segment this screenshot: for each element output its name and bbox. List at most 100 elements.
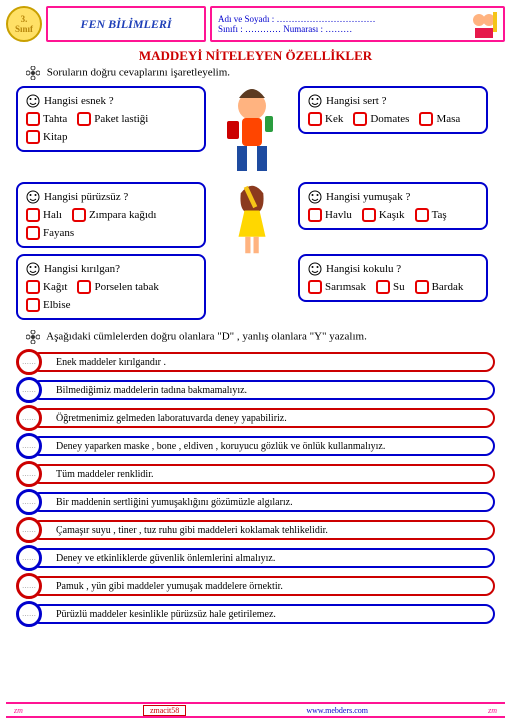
option[interactable]: Kağıt — [26, 280, 67, 294]
option[interactable]: Sarımsak — [308, 280, 366, 294]
true-false-list: Enek maddeler kırılgandır . …… Bilmediği… — [16, 350, 495, 626]
checkbox-icon[interactable] — [72, 208, 86, 222]
tf-answer-circle[interactable]: …… — [16, 377, 42, 403]
tf-text: Pamuk , yün gibi maddeler yumuşak maddel… — [56, 581, 283, 592]
checkbox-icon[interactable] — [26, 112, 40, 126]
option[interactable]: Havlu — [308, 208, 352, 222]
tf-item: Bir maddenin sertliğini yumuşaklığını gö… — [16, 490, 495, 514]
smiley-icon — [26, 94, 40, 108]
smiley-icon — [308, 94, 322, 108]
checkbox-icon[interactable] — [26, 298, 40, 312]
option[interactable]: Taş — [415, 208, 447, 222]
tf-item: Tüm maddeler renklidir. …… — [16, 462, 495, 486]
tf-item: Enek maddeler kırılgandır . …… — [16, 350, 495, 374]
checkbox-icon[interactable] — [77, 112, 91, 126]
checkbox-icon[interactable] — [376, 280, 390, 294]
checkbox-icon[interactable] — [353, 112, 367, 126]
option[interactable]: Masa — [419, 112, 460, 126]
tf-answer-circle[interactable]: …… — [16, 433, 42, 459]
tf-item: Deney ve etkinliklerde güvenlik önlemler… — [16, 546, 495, 570]
tf-bar: Deney ve etkinliklerde güvenlik önlemler… — [30, 548, 495, 568]
option[interactable]: Kek — [308, 112, 343, 126]
checkbox-icon[interactable] — [26, 208, 40, 222]
option[interactable]: Bardak — [415, 280, 464, 294]
girl-icon — [217, 182, 287, 272]
boy-image — [212, 86, 292, 176]
question-box-5: Hangisi kırılgan? Kağıt Porselen tabak E… — [16, 254, 206, 320]
tf-item: Pürüzlü maddeler kesinlikle pürüzsüz hal… — [16, 602, 495, 626]
checkbox-icon[interactable] — [26, 280, 40, 294]
question-box-1: Hangisi esnek ? Tahta Paket lastiği Kita… — [16, 86, 206, 152]
class-line: Sınıfı : ………… Numarası : ……… — [218, 24, 497, 34]
subject-box: FEN BİLİMLERİ — [46, 6, 206, 42]
footer: zm zmacit58 www.mebders.com zm — [6, 702, 505, 718]
option[interactable]: Fayans — [26, 226, 74, 240]
tf-bar: Pamuk , yün gibi maddeler yumuşak maddel… — [30, 576, 495, 596]
checkbox-icon[interactable] — [415, 280, 429, 294]
tf-answer-circle[interactable]: …… — [16, 517, 42, 543]
worksheet-title: MADDEYİ NİTELEYEN ÖZELLİKLER — [6, 48, 505, 64]
smiley-icon — [26, 190, 40, 204]
checkbox-icon[interactable] — [362, 208, 376, 222]
tf-bar: Tüm maddeler renklidir. — [30, 464, 495, 484]
boy-icon — [217, 86, 287, 176]
grade-label: Sınıf — [15, 24, 33, 34]
tf-text: Deney ve etkinliklerde güvenlik önlemler… — [56, 553, 275, 564]
tf-answer-circle[interactable]: …… — [16, 461, 42, 487]
option[interactable]: Elbise — [26, 298, 71, 312]
tf-answer-circle[interactable]: …… — [16, 489, 42, 515]
checkbox-icon[interactable] — [308, 280, 322, 294]
tf-answer-circle[interactable]: …… — [16, 545, 42, 571]
tf-item: Deney yaparken maske , bone , eldiven , … — [16, 434, 495, 458]
tf-bar: Öğretmenimiz gelmeden laboratuvarda dene… — [30, 408, 495, 428]
option[interactable]: Paket lastiği — [77, 112, 148, 126]
tf-text: Bir maddenin sertliğini yumuşaklığını gö… — [56, 497, 293, 508]
option[interactable]: Kaşık — [362, 208, 405, 222]
tf-answer-circle[interactable]: …… — [16, 601, 42, 627]
signature-right: zm — [488, 706, 497, 715]
smiley-icon — [26, 262, 40, 276]
checkbox-icon[interactable] — [419, 112, 433, 126]
flower-icon — [26, 330, 40, 344]
tf-text: Enek maddeler kırılgandır . — [56, 357, 166, 368]
tf-bar: Bir maddenin sertliğini yumuşaklığını gö… — [30, 492, 495, 512]
tf-item: Pamuk , yün gibi maddeler yumuşak maddel… — [16, 574, 495, 598]
tf-bar: Pürüzlü maddeler kesinlikle pürüzsüz hal… — [30, 604, 495, 624]
option[interactable]: Porselen tabak — [77, 280, 158, 294]
tf-bar: Çamaşır suyu , tiner , tuz ruhu gibi mad… — [30, 520, 495, 540]
grade-badge: 3. Sınıf — [6, 6, 42, 42]
tf-bar: Deney yaparken maske , bone , eldiven , … — [30, 436, 495, 456]
option[interactable]: Halı — [26, 208, 62, 222]
flower-icon — [26, 66, 40, 80]
question-box-2: Hangisi sert ? Kek Domates Masa — [298, 86, 488, 134]
girl-image — [212, 182, 292, 272]
checkbox-icon[interactable] — [308, 112, 322, 126]
grade-num: 3. — [21, 14, 28, 24]
smiley-icon — [308, 190, 322, 204]
checkbox-icon[interactable] — [26, 226, 40, 240]
name-line: Adı ve Soyadı : …………………………… — [218, 14, 497, 24]
option[interactable]: Domates — [353, 112, 409, 126]
option[interactable]: Kitap — [26, 130, 67, 144]
checkbox-icon[interactable] — [308, 208, 322, 222]
checkbox-icon[interactable] — [77, 280, 91, 294]
question-box-3: Hangisi pürüzsüz ? Halı Zımpara kağıdı F… — [16, 182, 206, 248]
tf-item: Çamaşır suyu , tiner , tuz ruhu gibi mad… — [16, 518, 495, 542]
tf-answer-circle[interactable]: …… — [16, 405, 42, 431]
tf-text: Çamaşır suyu , tiner , tuz ruhu gibi mad… — [56, 525, 328, 536]
tf-text: Deney yaparken maske , bone , eldiven , … — [56, 441, 385, 452]
tf-text: Bilmediğimiz maddelerin tadına bakmamalı… — [56, 385, 247, 396]
checkbox-icon[interactable] — [415, 208, 429, 222]
code-box: zmacit58 — [143, 705, 186, 716]
pencil-kids-icon — [469, 10, 499, 40]
subject-text: FEN BİLİMLERİ — [80, 17, 171, 32]
tf-text: Öğretmenimiz gelmeden laboratuvarda dene… — [56, 413, 287, 424]
instruction-2: Aşağıdaki cümlelerden doğru olanlara "D"… — [26, 330, 505, 344]
tf-answer-circle[interactable]: …… — [16, 349, 42, 375]
option[interactable]: Su — [376, 280, 405, 294]
questions-grid: Hangisi esnek ? Tahta Paket lastiği Kita… — [16, 86, 495, 320]
option[interactable]: Tahta — [26, 112, 67, 126]
tf-answer-circle[interactable]: …… — [16, 573, 42, 599]
option[interactable]: Zımpara kağıdı — [72, 208, 157, 222]
checkbox-icon[interactable] — [26, 130, 40, 144]
